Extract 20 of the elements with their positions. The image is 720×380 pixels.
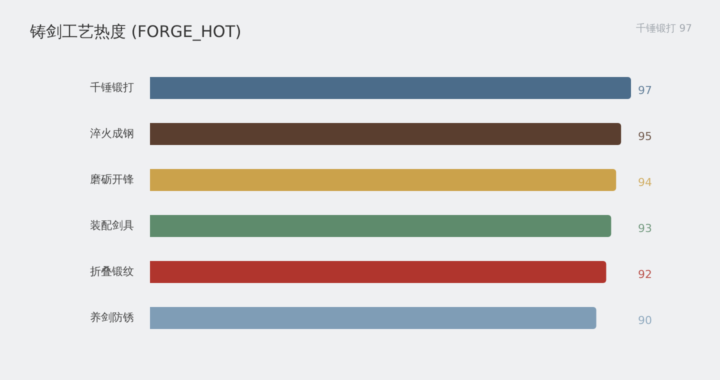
data-label: 93 bbox=[638, 222, 652, 235]
text: 千锤锻打 97 bbox=[636, 22, 692, 35]
y-tick-label: 养剑防锈 bbox=[90, 310, 134, 324]
data-label: 90 bbox=[638, 314, 652, 327]
y-tick-label: 磨砺开锋 bbox=[90, 172, 134, 186]
data-label: 94 bbox=[638, 176, 652, 189]
y-tick-label: 折叠锻纹 bbox=[90, 264, 134, 278]
bar bbox=[150, 214, 612, 238]
y-tick-label: 淬火成钢 bbox=[90, 126, 134, 140]
chart-title: 铸剑工艺热度 (FORGE_HOT) bbox=[29, 22, 242, 42]
data-label: 92 bbox=[638, 268, 652, 281]
data-label: 97 bbox=[638, 84, 652, 97]
bar bbox=[150, 260, 606, 284]
bar bbox=[150, 76, 631, 100]
bar bbox=[150, 168, 616, 192]
bar bbox=[150, 306, 596, 330]
bar bbox=[150, 122, 622, 146]
data-label: 95 bbox=[638, 130, 652, 143]
y-tick-label: 装配剑具 bbox=[90, 218, 134, 232]
y-tick-label: 千锤锻打 bbox=[90, 80, 134, 94]
